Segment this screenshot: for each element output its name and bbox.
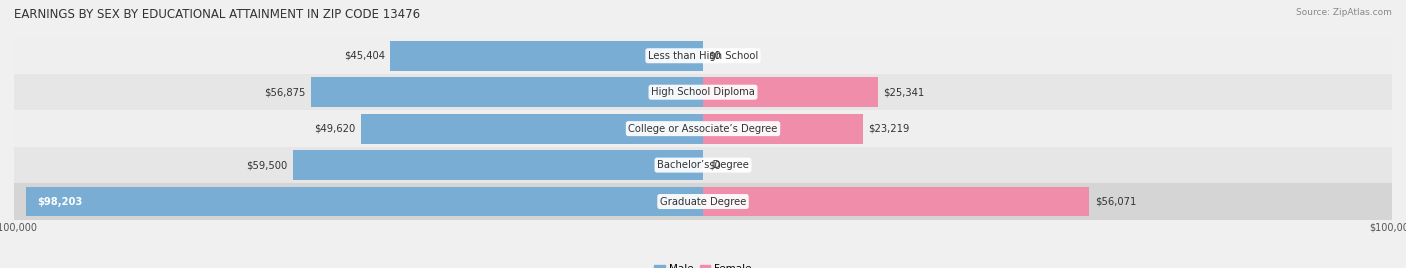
Text: $25,341: $25,341 [883,87,924,97]
Bar [391,41,703,71]
Bar [703,77,877,107]
Text: Graduate Degree: Graduate Degree [659,196,747,207]
Text: $0: $0 [709,160,721,170]
Bar [703,114,863,144]
Text: Bachelor’s Degree: Bachelor’s Degree [657,160,749,170]
Bar [292,150,703,180]
Text: $23,219: $23,219 [869,124,910,134]
Text: Less than High School: Less than High School [648,51,758,61]
Text: Source: ZipAtlas.com: Source: ZipAtlas.com [1296,8,1392,17]
Text: $59,500: $59,500 [246,160,288,170]
Bar [14,38,1392,74]
Bar [703,187,1090,217]
Text: $49,620: $49,620 [315,124,356,134]
Text: $98,203: $98,203 [37,196,82,207]
Text: High School Diploma: High School Diploma [651,87,755,97]
Text: $56,071: $56,071 [1095,196,1136,207]
Bar [311,77,703,107]
Text: $45,404: $45,404 [343,51,385,61]
Text: $56,875: $56,875 [264,87,305,97]
Legend: Male, Female: Male, Female [650,260,756,268]
Text: College or Associate’s Degree: College or Associate’s Degree [628,124,778,134]
Text: $0: $0 [709,51,721,61]
Bar [14,110,1392,147]
Text: EARNINGS BY SEX BY EDUCATIONAL ATTAINMENT IN ZIP CODE 13476: EARNINGS BY SEX BY EDUCATIONAL ATTAINMEN… [14,8,420,21]
Bar [27,187,703,217]
Bar [14,74,1392,110]
Bar [14,147,1392,183]
Bar [361,114,703,144]
Bar [14,183,1392,220]
